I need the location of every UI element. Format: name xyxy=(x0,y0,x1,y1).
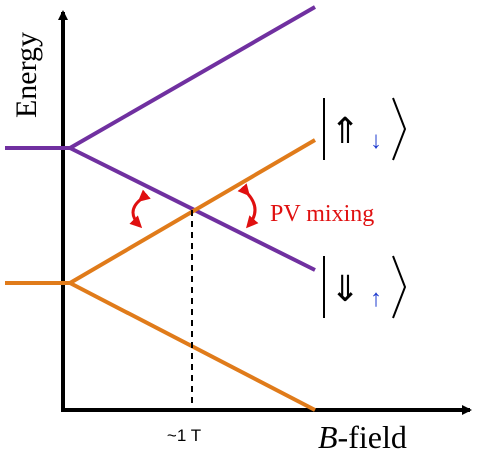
upper-level-down xyxy=(69,146,316,272)
lower-level-up xyxy=(5,138,317,285)
x-label: B-field xyxy=(318,419,407,455)
ket-small: ↑ xyxy=(370,286,382,312)
ket-big: ⇓ xyxy=(330,269,360,309)
ket-small: ↓ xyxy=(370,128,382,154)
mixing-arrow xyxy=(129,189,151,229)
x-marker: ~1 T xyxy=(167,426,201,445)
annotation: PV mixing xyxy=(270,201,374,227)
ket-big: ⇑ xyxy=(330,111,360,151)
x-label-rest: -field xyxy=(338,419,407,455)
ket: ⇓ ↑ xyxy=(323,255,407,319)
x-label-italic: B xyxy=(318,419,338,455)
upper-level-up xyxy=(5,5,316,150)
mixing-arrow xyxy=(237,183,259,229)
y-label: Energy xyxy=(10,32,43,118)
ket: ⇑ ↓ xyxy=(323,97,407,161)
